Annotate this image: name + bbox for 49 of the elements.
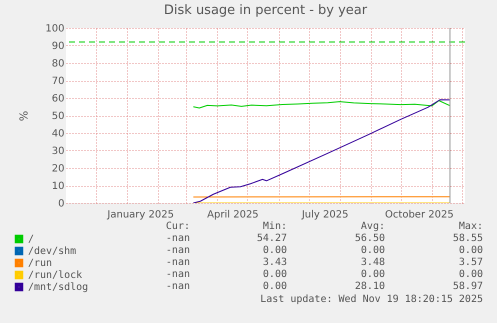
y-tick-label: 60: [52, 94, 64, 104]
legend-label: /run: [28, 258, 52, 269]
x-tick-label: April 2025: [207, 210, 259, 220]
text: 0.00: [360, 269, 385, 281]
text: -nan: [166, 257, 190, 269]
text: 0.00: [458, 269, 483, 281]
x-tick-label: October 2025: [385, 210, 454, 220]
y-tick-label: 100: [45, 24, 64, 34]
y-tick-label: 40: [52, 128, 64, 140]
y-tick-label: 10: [52, 181, 64, 192]
text: 58.97: [452, 281, 483, 293]
text: Min:: [262, 221, 287, 233]
y-tick-label: 20: [52, 164, 64, 174]
text: Cur:: [166, 221, 190, 233]
text: -nan: [166, 269, 190, 281]
x-tick-label: January 2025: [106, 210, 174, 220]
y-tick-label: 50: [52, 111, 64, 122]
text: Avg:: [360, 221, 385, 233]
text: Max:: [458, 221, 483, 233]
text: -nan: [166, 233, 190, 245]
y-axis-title: %: [17, 110, 30, 122]
text: 0.00: [262, 281, 287, 293]
text: 3.48: [360, 257, 385, 269]
text: 0.00: [360, 245, 385, 257]
y-tick-label: 70: [52, 76, 64, 87]
y-tick-label: 90: [52, 41, 64, 52]
text: -nan: [166, 245, 190, 257]
chart-title: Disk usage in percent - by year: [164, 3, 368, 18]
x-tick-label: July 2025: [300, 210, 348, 220]
line-series: [192, 100, 450, 108]
legend-label: /: [28, 234, 34, 245]
text: -nan: [166, 281, 190, 293]
legend-label: /run/lock: [28, 270, 82, 281]
line-series: [192, 99, 450, 203]
text: 3.57: [458, 257, 483, 269]
legend-label: /mnt/sdlog: [28, 282, 88, 293]
text: 28.10: [354, 281, 385, 293]
text: 54.27: [256, 233, 287, 245]
legend-label: /dev/shm: [28, 246, 76, 257]
text: 0.00: [458, 245, 483, 257]
text: 3.43: [262, 257, 287, 269]
text: 0.00: [262, 269, 287, 281]
text: Last update: Wed Nov 19 18:20:15 2025: [260, 294, 483, 306]
y-tick-label: 0: [58, 198, 64, 210]
text: 58.55: [452, 233, 483, 245]
y-tick-label: 80: [52, 58, 64, 70]
text: 0.00: [262, 245, 287, 257]
y-tick-label: 30: [52, 146, 64, 157]
text: 56.50: [354, 233, 385, 245]
